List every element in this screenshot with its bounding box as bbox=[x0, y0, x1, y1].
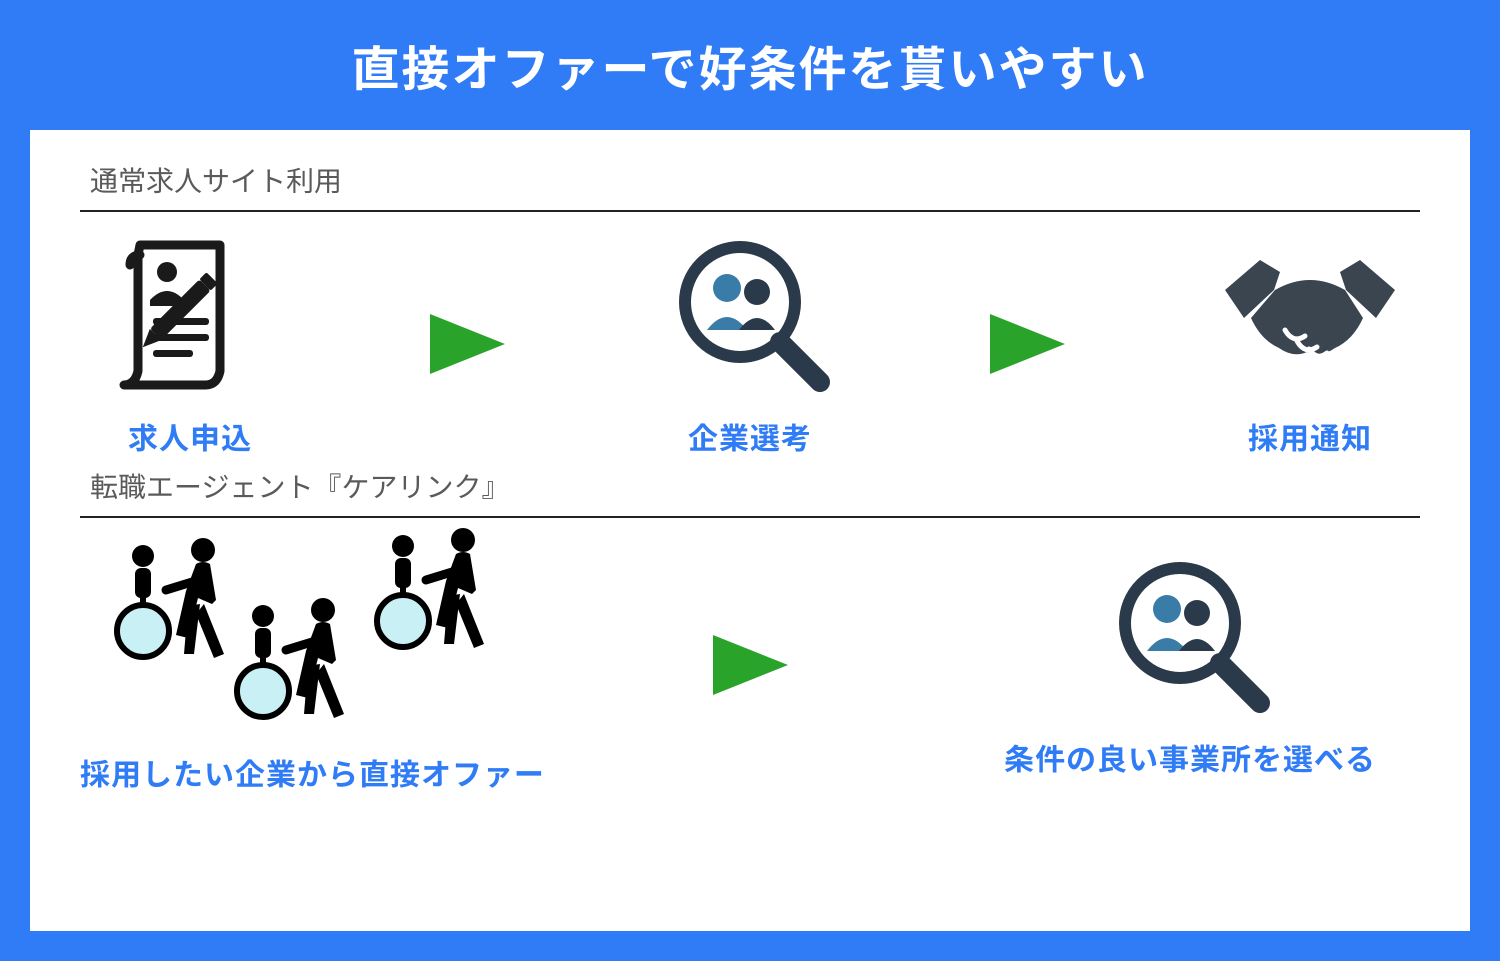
resume-icon bbox=[105, 230, 275, 400]
section-2-label: 転職エージェント『ケアリンク』 bbox=[80, 466, 1420, 506]
step-screening: 企業選考 bbox=[640, 230, 860, 458]
step-apply: 求人申込 bbox=[80, 230, 300, 458]
content-panel: 通常求人サイト利用 bbox=[30, 130, 1470, 931]
main-title: 直接オファーで好条件を貰いやすい bbox=[351, 30, 1148, 100]
people-search-icon bbox=[1105, 551, 1275, 721]
section-2: 転職エージェント『ケアリンク』 bbox=[80, 466, 1420, 794]
section-1: 通常求人サイト利用 bbox=[80, 160, 1420, 458]
step-choose: 条件の良い事業所を選べる bbox=[960, 551, 1420, 779]
step-apply-label: 求人申込 bbox=[128, 414, 252, 458]
step-offer-label: 採用通知 bbox=[1248, 414, 1372, 458]
section-1-rule bbox=[80, 210, 1420, 212]
handshake-icon bbox=[1215, 230, 1405, 400]
arrow-icon bbox=[425, 309, 515, 379]
step-direct-offer: 採用したい企業から直接オファー bbox=[80, 536, 545, 794]
infographic-frame: 直接オファーで好条件を貰いやすい 通常求人サイト利用 bbox=[0, 0, 1500, 961]
people-search-icon bbox=[665, 230, 835, 400]
arrow-icon bbox=[985, 309, 1075, 379]
title-bar: 直接オファーで好条件を貰いやすい bbox=[30, 0, 1470, 130]
step-screening-label: 企業選考 bbox=[688, 414, 812, 458]
section-1-label: 通常求人サイト利用 bbox=[80, 160, 1420, 200]
section-1-row: 求人申込 bbox=[80, 230, 1420, 458]
arrow-icon bbox=[708, 630, 798, 700]
caregivers-icon bbox=[98, 536, 528, 736]
step-choose-label: 条件の良い事業所を選べる bbox=[1004, 735, 1376, 779]
step-direct-offer-label: 採用したい企業から直接オファー bbox=[80, 750, 545, 794]
section-2-row: 採用したい企業から直接オファー bbox=[80, 536, 1420, 794]
section-2-rule bbox=[80, 516, 1420, 518]
step-offer: 採用通知 bbox=[1200, 230, 1420, 458]
